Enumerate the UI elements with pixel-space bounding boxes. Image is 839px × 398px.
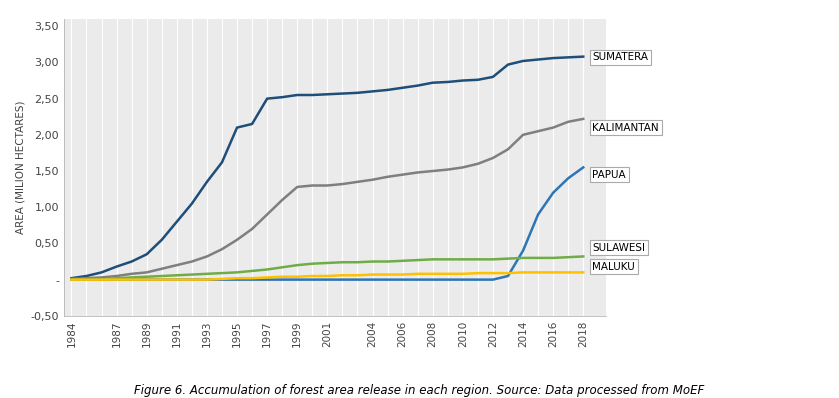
Y-axis label: AREA (MILION HECTARES): AREA (MILION HECTARES) bbox=[15, 101, 25, 234]
Text: PAPUA: PAPUA bbox=[592, 170, 626, 179]
Text: SUMATERA: SUMATERA bbox=[592, 53, 649, 62]
Text: KALIMANTAN: KALIMANTAN bbox=[592, 123, 659, 133]
Text: MALUKU: MALUKU bbox=[592, 261, 635, 271]
Text: SULAWESI: SULAWESI bbox=[592, 243, 645, 253]
Text: Figure 6. Accumulation of forest area release in each region. Source: Data proce: Figure 6. Accumulation of forest area re… bbox=[134, 384, 705, 397]
